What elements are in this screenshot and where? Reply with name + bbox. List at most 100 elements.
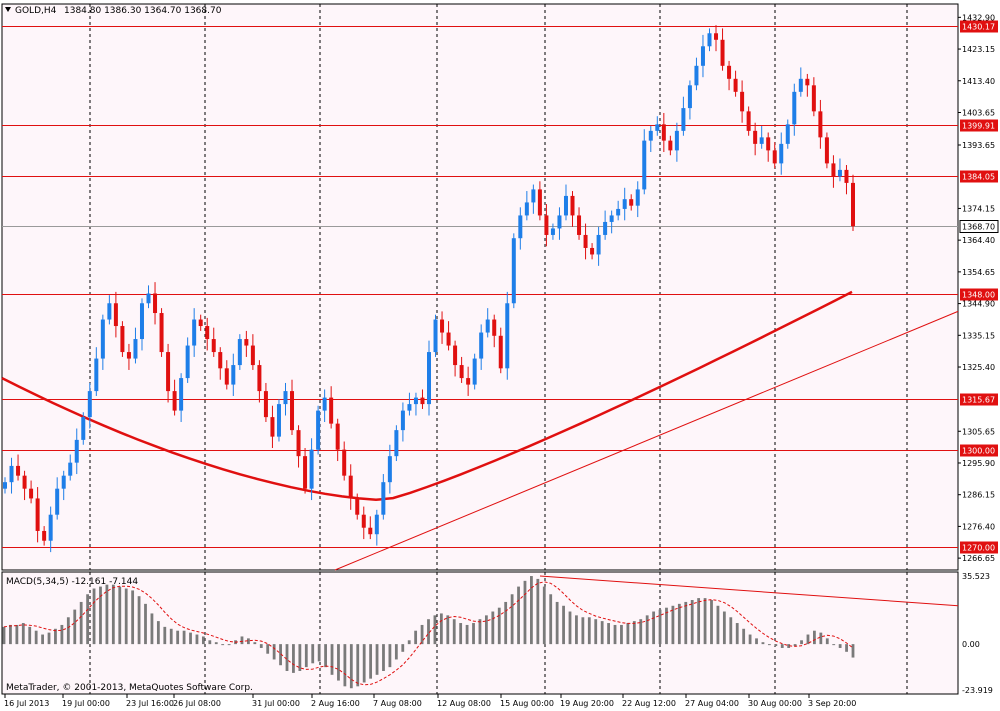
candle-body-122 (798, 78, 803, 92)
macd-bar-16 (105, 584, 109, 645)
candle-body-89 (583, 234, 588, 248)
symbol-label: GOLD,H4 (15, 6, 57, 16)
candle-body-49 (322, 397, 327, 411)
candle-body-48 (316, 410, 321, 450)
level-label-3: 1348.00 (962, 291, 995, 300)
candle-body-95 (622, 199, 627, 209)
macd-bar-115 (742, 628, 746, 645)
macd-bar-40 (259, 644, 263, 648)
time-label-6: 7 Aug 08:00 (373, 699, 422, 708)
macd-bar-91 (587, 617, 591, 645)
macd-bar-59 (382, 644, 385, 671)
moving-average-line (1, 290, 853, 502)
candle-body-4 (29, 488, 34, 499)
macd-bar-0 (2, 626, 6, 645)
candle-body-125 (818, 111, 823, 138)
level-label-bg-4 (960, 393, 998, 406)
candle-body-103 (674, 130, 679, 151)
price-panel[interactable] (1, 3, 959, 571)
macd-bar-3 (21, 623, 25, 645)
macd-bar-7 (47, 632, 51, 645)
level-label-6: 1270.00 (962, 544, 995, 553)
macd-tick-label-0: 35.523 (962, 572, 990, 581)
macd-bar-55 (356, 644, 360, 687)
triangle-down-icon[interactable] (5, 7, 11, 12)
level-label-4: 1315.67 (962, 396, 995, 405)
macd-bar-25 (163, 626, 167, 645)
candle-body-18 (120, 326, 125, 353)
candle-body-113 (740, 91, 745, 112)
candle-body-61 (400, 410, 405, 431)
macd-bar-12 (79, 601, 83, 645)
macd-histogram (2, 576, 855, 689)
macd-bar-39 (253, 642, 257, 645)
candle-body-100 (655, 124, 660, 131)
macd-bar-83 (536, 578, 540, 645)
macd-bar-20 (131, 590, 135, 645)
macd-gridlines (89, 572, 908, 694)
trendline-group[interactable] (334, 310, 959, 571)
macd-bar-111 (716, 605, 720, 645)
price-tick-label-1: 1423.15 (962, 45, 995, 54)
candle-body-93 (609, 215, 614, 222)
macd-bar-74 (478, 619, 482, 645)
macd-bar-14 (92, 588, 96, 645)
macd-bar-108 (697, 598, 701, 645)
macd-bar-82 (530, 576, 533, 645)
candle-body-130 (851, 182, 855, 227)
macd-bar-11 (73, 609, 77, 645)
macd-bar-92 (594, 619, 598, 645)
candle-body-120 (785, 124, 790, 144)
macd-bar-33 (214, 642, 218, 645)
macd-bar-105 (677, 603, 681, 645)
macd-bar-80 (517, 586, 520, 645)
macd-bar-64 (414, 630, 418, 645)
candle-body-24 (159, 313, 164, 353)
candle-body-128 (837, 169, 842, 177)
macd-bar-122 (787, 644, 791, 648)
candle-body-127 (831, 163, 836, 177)
macd-bar-73 (472, 623, 475, 645)
macd-bar-31 (201, 636, 205, 645)
level-label-2: 1384.05 (962, 173, 995, 182)
candle-body-60 (394, 430, 399, 457)
candle-body-111 (727, 65, 732, 79)
macd-bar-93 (600, 621, 604, 645)
candle-body-94 (616, 208, 621, 216)
candle-body-5 (35, 498, 40, 531)
candle-body-45 (296, 430, 301, 457)
macd-bar-71 (459, 623, 463, 645)
macd-bar-77 (497, 607, 501, 645)
macd-bar-6 (41, 634, 44, 645)
macd-trendline-line (539, 575, 959, 607)
candle-body-34 (224, 368, 229, 385)
macd-bar-54 (349, 644, 353, 689)
macd-bar-24 (156, 621, 160, 645)
macd-bar-27 (176, 630, 180, 645)
macd-bar-13 (86, 594, 90, 645)
candle-body-20 (133, 339, 138, 359)
candle-body-75 (492, 319, 497, 336)
candle-body-112 (733, 78, 738, 92)
macd-bar-121 (780, 644, 784, 648)
macd-bar-28 (182, 630, 186, 645)
candle-body-40 (263, 391, 268, 418)
candle-body-66 (433, 319, 438, 353)
macd-bar-34 (221, 644, 225, 646)
price-axis: 1432.90 1423.15 1413.40 1403.65 1393.65 1374.… (958, 13, 995, 563)
horizontal-levels[interactable] (2, 26, 958, 548)
candle-body-99 (648, 130, 653, 141)
macd-bar-117 (755, 638, 758, 645)
candle-body-51 (335, 423, 340, 450)
macd-bar-29 (189, 632, 192, 645)
macd-trendline[interactable] (539, 575, 959, 607)
macd-bar-44 (285, 644, 289, 671)
candle-body-12 (81, 417, 86, 440)
macd-bar-1 (9, 624, 12, 645)
macd-bar-100 (645, 615, 649, 645)
candle-body-82 (537, 189, 542, 216)
candle-body-47 (309, 449, 314, 489)
level-label-bg-2 (960, 170, 998, 183)
candle-body-70 (459, 365, 464, 379)
moving-average-group[interactable] (1, 290, 853, 502)
